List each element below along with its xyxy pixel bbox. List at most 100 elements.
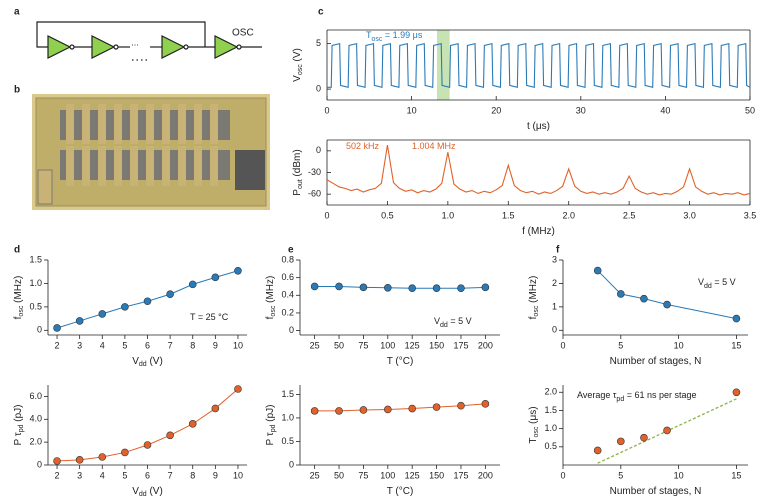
y-tick-label: -60 [308, 189, 321, 199]
x-tick-label: 15 [731, 340, 741, 350]
text-part: T [366, 30, 372, 40]
data-point [310, 407, 319, 415]
x-tick-label: 10 [674, 470, 684, 480]
x-tick-label: 3 [77, 340, 82, 350]
data-point [53, 324, 61, 332]
annotation: Vdd = 5 V [698, 277, 736, 289]
y-tick-label: 0 [289, 459, 294, 469]
x-tick-label: 4 [100, 470, 105, 480]
x-tick-label: 7 [168, 340, 173, 350]
x-axis-label: T (°C) [387, 356, 414, 367]
data-point [166, 431, 174, 440]
y-tick-label: 5 [316, 38, 321, 48]
y-axis-label: Vosc (V) [292, 48, 304, 82]
x-tick-label: 1.5 [502, 210, 515, 220]
y-tick-label: 2 [552, 278, 557, 288]
text-part: (μs) [528, 406, 539, 426]
text-part: (MHz) [265, 276, 276, 306]
y-tick-label: 1.5 [281, 389, 294, 399]
data-point [143, 297, 152, 306]
x-tick-label: 8 [190, 340, 195, 350]
data-point [432, 284, 441, 293]
text-part: T = 25 °C [190, 312, 229, 322]
subscript: dd [139, 491, 147, 498]
data-point [457, 284, 465, 293]
x-tick-label: 8 [190, 470, 195, 480]
x-tick-label: 75 [358, 470, 368, 480]
text-part: 1.004 MHz [412, 141, 456, 151]
panel-label: f [556, 245, 560, 256]
x-tick-label: 125 [405, 470, 420, 480]
x-tick-label: 9 [213, 340, 218, 350]
inverter [214, 35, 239, 59]
x-tick-label: 75 [358, 340, 368, 350]
x-axis-label: Vdd (V) [132, 486, 163, 498]
x-tick-label: 10 [233, 340, 243, 350]
text-part: (V) [292, 48, 303, 64]
x-tick-label: 0 [324, 105, 329, 115]
x-tick-label: 50 [334, 470, 344, 480]
panel-label: c [318, 7, 324, 18]
subscript: osc [372, 36, 383, 43]
subscript: out [297, 179, 304, 189]
data-point [593, 446, 602, 455]
data-point [75, 317, 84, 325]
x-tick-label: 6 [145, 470, 150, 480]
text-part: V [132, 356, 139, 367]
y-tick-label: 1.5 [544, 405, 557, 415]
data-point [663, 426, 671, 435]
text-part: 502 kHz [346, 141, 380, 151]
x-tick-label: 4 [100, 340, 105, 350]
annotation: Vdd = 5 V [434, 316, 472, 328]
x-tick-label: 30 [576, 105, 586, 115]
inverter [47, 35, 72, 59]
y-axis-label: fosc (MHz) [528, 276, 540, 320]
x-tick-label: 200 [478, 340, 493, 350]
x-tick-label: 2 [55, 340, 60, 350]
x-tick-label: 9 [213, 470, 218, 480]
annotation: Average τpd = 61 ns per stage [577, 390, 697, 402]
data-point [98, 453, 107, 461]
subscript: pd [18, 424, 25, 432]
y-tick-label: 0.5 [544, 441, 557, 451]
y-tick-label: 1.0 [29, 278, 42, 288]
y-tick-label: 0.5 [29, 301, 42, 311]
ellipsis: ... [131, 37, 139, 47]
data-point [166, 290, 174, 299]
text-part: V [434, 316, 440, 326]
y-tick-label: 0 [289, 325, 294, 335]
data-point [732, 314, 741, 323]
highlight [436, 30, 450, 100]
data-line [57, 388, 239, 462]
y-tick-label: 2.0 [544, 387, 557, 397]
annotation: 502 kHz [346, 141, 380, 151]
data-point [211, 273, 220, 282]
data-point [593, 266, 602, 275]
x-axis-label: Vdd (V) [132, 356, 163, 368]
data-point [481, 283, 490, 292]
subscript: osc [533, 305, 540, 316]
x-tick-label: 20 [491, 105, 501, 115]
text-part: = 5 V [712, 277, 736, 287]
subscript: dd [704, 283, 712, 290]
y-tick-label: 0.5 [281, 436, 294, 446]
subscript: osc [533, 426, 540, 437]
data-point [188, 420, 197, 428]
y-axis-label: Pout (dBm) [292, 149, 304, 195]
text-part: = 5 V [448, 316, 472, 326]
x-tick-label: 50 [745, 105, 755, 115]
data-point [663, 300, 671, 309]
text-part: T (°C) [387, 486, 414, 497]
x-tick-label: 2.5 [623, 210, 636, 220]
x-tick-label: 200 [478, 470, 493, 480]
x-tick-label: 2 [55, 470, 60, 480]
text-part: V [698, 277, 704, 287]
text-part: (MHz) [13, 276, 24, 306]
x-tick-label: 0 [324, 210, 329, 220]
x-tick-label: 0 [560, 470, 565, 480]
x-tick-label: 150 [429, 340, 444, 350]
data-point [234, 266, 242, 275]
inverter-bubble [236, 44, 242, 50]
x-tick-label: 100 [380, 470, 395, 480]
